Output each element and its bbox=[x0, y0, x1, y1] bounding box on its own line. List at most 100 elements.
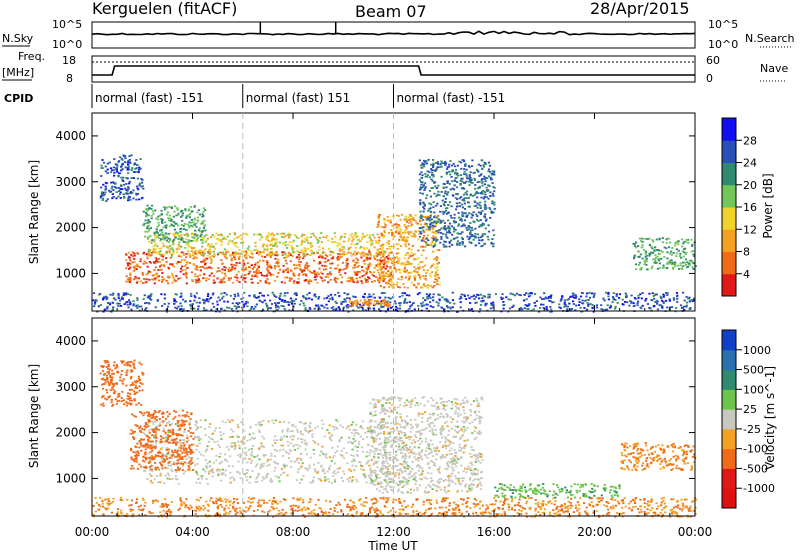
data-cell bbox=[462, 223, 465, 226]
data-cell bbox=[185, 282, 188, 285]
data-cell bbox=[472, 172, 475, 174]
data-cell bbox=[397, 260, 400, 262]
data-cell bbox=[229, 269, 232, 272]
data-cell bbox=[458, 216, 461, 219]
data-cell bbox=[224, 469, 227, 472]
data-cell bbox=[383, 461, 386, 464]
data-cell bbox=[448, 245, 451, 248]
data-cell bbox=[130, 177, 133, 179]
data-cell bbox=[219, 462, 222, 464]
data-cell bbox=[348, 428, 351, 431]
data-cell bbox=[586, 302, 589, 304]
data-cell bbox=[440, 175, 443, 178]
data-cell bbox=[408, 294, 411, 297]
data-cell bbox=[661, 306, 664, 309]
data-cell bbox=[136, 280, 139, 283]
data-cell bbox=[433, 285, 436, 287]
data-cell bbox=[579, 295, 583, 298]
data-cell bbox=[450, 239, 453, 242]
data-cell bbox=[381, 302, 384, 305]
data-cell bbox=[388, 273, 391, 276]
data-cell bbox=[502, 297, 505, 300]
data-cell bbox=[328, 468, 331, 471]
data-cell bbox=[253, 266, 256, 268]
data-cell bbox=[299, 457, 302, 460]
data-cell bbox=[211, 302, 214, 305]
data-cell bbox=[112, 166, 115, 169]
data-cell bbox=[223, 453, 227, 456]
data-cell bbox=[612, 292, 615, 294]
data-cell bbox=[373, 246, 376, 249]
data-cell bbox=[240, 440, 243, 443]
data-cell bbox=[395, 223, 398, 226]
data-cell bbox=[396, 307, 399, 310]
data-cell bbox=[423, 159, 426, 162]
data-cell bbox=[210, 260, 213, 263]
data-cell bbox=[358, 443, 361, 446]
data-cell bbox=[181, 214, 184, 217]
data-cell bbox=[212, 471, 215, 474]
data-cell bbox=[238, 444, 241, 447]
data-cell bbox=[317, 273, 320, 276]
data-cell bbox=[159, 472, 162, 475]
data-cell bbox=[432, 201, 435, 203]
data-cell bbox=[465, 173, 468, 175]
data-cell bbox=[456, 240, 460, 243]
data-cell bbox=[377, 252, 380, 254]
data-cell bbox=[397, 224, 400, 226]
data-cell bbox=[220, 479, 223, 482]
data-cell bbox=[645, 268, 649, 271]
data-cell bbox=[213, 255, 216, 258]
data-cell bbox=[210, 438, 213, 440]
data-cell bbox=[527, 295, 531, 298]
colorbar-swatch bbox=[722, 207, 736, 230]
data-cell bbox=[468, 184, 471, 186]
data-cell bbox=[193, 206, 196, 208]
data-cell bbox=[370, 295, 373, 298]
data-cell bbox=[487, 175, 491, 178]
data-cell bbox=[443, 228, 446, 230]
data-cell bbox=[256, 463, 259, 466]
data-cell bbox=[163, 278, 166, 281]
data-cell bbox=[670, 306, 674, 308]
data-cell bbox=[283, 471, 286, 474]
data-cell bbox=[461, 177, 464, 180]
data-cell bbox=[643, 259, 647, 262]
data-cell bbox=[417, 282, 420, 285]
data-cell bbox=[661, 251, 664, 253]
data-cell bbox=[194, 275, 197, 278]
data-cell bbox=[145, 213, 148, 215]
data-cell bbox=[419, 223, 423, 226]
data-cell bbox=[443, 225, 446, 227]
data-cell bbox=[278, 421, 281, 423]
data-cell bbox=[365, 281, 368, 284]
data-cell bbox=[436, 262, 439, 265]
data-cell bbox=[433, 216, 436, 218]
data-cell bbox=[112, 181, 115, 184]
data-cell bbox=[641, 246, 644, 249]
data-cell bbox=[151, 420, 154, 423]
data-cell bbox=[356, 265, 359, 268]
data-cell bbox=[185, 272, 188, 275]
data-cell bbox=[434, 170, 437, 172]
data-cell bbox=[441, 199, 444, 202]
data-cell bbox=[431, 171, 434, 174]
data-cell bbox=[155, 429, 158, 432]
data-cell bbox=[274, 466, 277, 469]
data-cell bbox=[436, 280, 439, 283]
data-cell bbox=[446, 231, 449, 234]
data-cell bbox=[304, 467, 307, 470]
data-cell bbox=[249, 426, 252, 429]
data-cell bbox=[165, 422, 169, 424]
data-cell bbox=[388, 275, 391, 278]
data-cell bbox=[433, 242, 437, 245]
data-cell bbox=[325, 236, 328, 239]
data-cell bbox=[417, 229, 421, 232]
data-cell bbox=[261, 255, 264, 258]
data-cell bbox=[240, 298, 243, 300]
data-cell bbox=[256, 268, 259, 270]
data-cell bbox=[677, 264, 680, 267]
data-cell bbox=[415, 258, 418, 261]
data-cell bbox=[318, 237, 322, 239]
data-cell bbox=[559, 299, 562, 302]
